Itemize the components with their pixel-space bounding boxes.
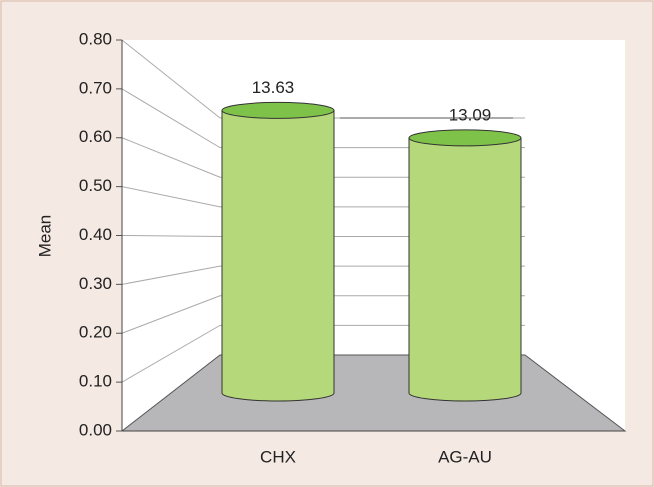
bar xyxy=(221,101,335,402)
grid-line xyxy=(121,137,221,178)
annotation: 13.09 xyxy=(449,105,492,124)
grid-line xyxy=(121,88,221,149)
cylinder-top xyxy=(408,129,522,147)
grid-line xyxy=(121,186,221,208)
cylinder-body xyxy=(408,137,522,402)
grid-line xyxy=(121,265,221,285)
y-tick-label: 0.20 xyxy=(79,323,112,342)
x-tick-label: CHX xyxy=(260,447,296,466)
grid-line xyxy=(121,295,221,334)
bar xyxy=(408,129,522,402)
grid-line xyxy=(121,39,221,119)
y-tick-label: 0.10 xyxy=(79,372,112,391)
y-tick-label: 0.40 xyxy=(79,225,112,244)
y-tick-label: 0.50 xyxy=(79,176,112,195)
grid-line xyxy=(121,324,221,383)
y-tick-label: 0.80 xyxy=(79,29,112,48)
y-tick-label: 0.70 xyxy=(79,78,112,97)
y-tick-label: 0.60 xyxy=(79,127,112,146)
x-tick-label: AG-AU xyxy=(438,447,492,466)
cylinder-body xyxy=(221,109,335,402)
y-tick-label: 0.00 xyxy=(79,420,112,439)
grid-line xyxy=(121,235,221,237)
annotation: 13.63 xyxy=(252,78,295,97)
y-axis-label: Mean xyxy=(35,215,54,258)
cylinder-top xyxy=(221,101,335,119)
y-tick-label: 0.30 xyxy=(79,274,112,293)
